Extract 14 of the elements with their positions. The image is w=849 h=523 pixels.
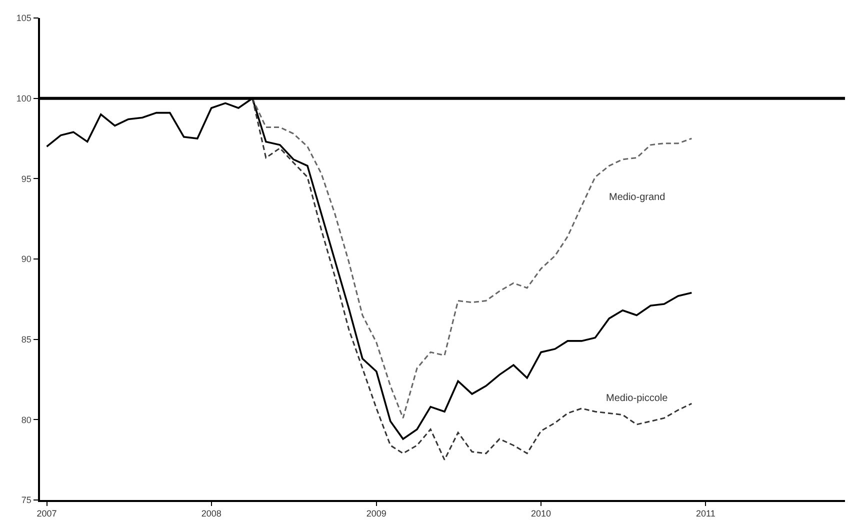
y-tick-label: 100 [16,93,32,104]
y-tick-label: 95 [21,174,32,184]
x-tick-label: 2011 [696,508,716,519]
y-tick-label: 80 [21,414,32,425]
y-tick-label: 90 [21,254,32,264]
x-tick-label: 2008 [201,508,222,519]
y-tick-label: 85 [21,334,32,344]
x-tick-label: 2010 [531,508,552,519]
series-label: Medio-grand [609,192,666,203]
y-tick-label: 75 [21,495,32,506]
x-tick-label: 2007 [36,508,57,519]
series-label: Medio-piccole [606,393,668,404]
x-tick-label: 2009 [366,508,386,519]
y-tick-label: 105 [16,13,32,24]
